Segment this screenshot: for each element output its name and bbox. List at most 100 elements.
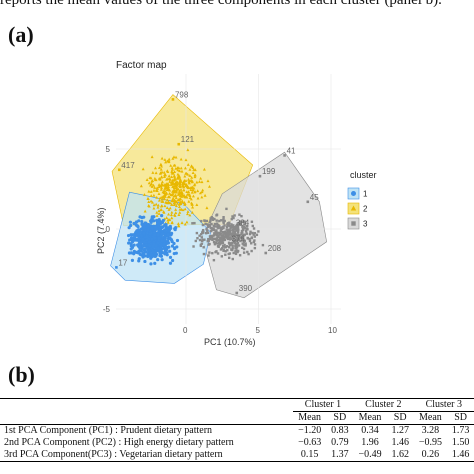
cluster-3-point [252, 227, 256, 230]
cluster-2-point [195, 180, 199, 184]
cell-value: 0.26 [413, 449, 448, 462]
cluster-2-point [162, 210, 166, 214]
cluster-2-point [155, 210, 159, 214]
cluster-2-point [152, 188, 156, 192]
cluster-3-point [238, 220, 242, 223]
cluster-3-point [230, 217, 233, 221]
cluster-2-point [170, 216, 174, 220]
cluster-3-point [240, 236, 243, 239]
cluster-2-point [191, 188, 195, 192]
cluster-3-point [247, 252, 250, 256]
cell-value: 0.79 [331, 437, 349, 448]
cluster-2-point [184, 179, 188, 182]
cluster-3-point [241, 237, 245, 240]
cluster-2-point [174, 211, 178, 215]
labelled-point [258, 174, 262, 178]
cluster-3-point [207, 254, 210, 257]
cluster-3-point [228, 236, 232, 239]
cluster-1-point [145, 246, 149, 250]
cluster-3-point [201, 223, 205, 227]
cluster-2-point [203, 193, 207, 197]
cluster-2-point [163, 204, 167, 208]
cell-value: 0.34 [361, 425, 379, 436]
cluster-2-point [176, 187, 180, 191]
cluster-3-point [201, 228, 205, 232]
cluster-3-point [246, 236, 249, 240]
legend-symbol [350, 205, 357, 211]
cluster-3-point [228, 221, 231, 224]
cluster-2-point [186, 186, 190, 190]
cluster-2-point [159, 208, 163, 212]
cluster-1-point [138, 243, 142, 248]
cluster-2-point [187, 177, 191, 181]
cluster-3-point [192, 245, 195, 248]
cluster-3-point [246, 250, 249, 254]
cluster-1-point [147, 248, 151, 252]
cluster-3-point [233, 214, 236, 217]
cluster-1-point [141, 237, 145, 241]
cluster-2-point [174, 155, 178, 159]
cluster-2-point [186, 148, 190, 152]
cluster-1-point [170, 244, 175, 248]
cluster-2-point [202, 167, 206, 171]
cluster-2-point [157, 212, 161, 215]
cluster-3-point [200, 239, 204, 243]
cluster-3-point [236, 227, 240, 231]
cluster-3-point [232, 216, 235, 220]
cluster-3-point [245, 232, 248, 235]
cluster-3-point [234, 247, 237, 250]
cluster-1-point [163, 229, 167, 233]
cluster-3-point [193, 221, 196, 225]
cluster-2-point [173, 184, 177, 188]
cluster-2-point [183, 166, 187, 170]
cluster-2-point [154, 171, 158, 175]
x-tick-label: 10 [328, 326, 337, 335]
cluster-3-point [236, 225, 240, 228]
cluster-2-point [177, 205, 181, 209]
cell-value: −1.20 [298, 425, 322, 436]
cluster-2-point [181, 184, 185, 188]
intro-text: reports the mean values of the three com… [0, 0, 442, 8]
cluster-3-point [226, 249, 229, 252]
cluster-3-point [203, 219, 206, 222]
cluster-2-point [191, 205, 195, 209]
cluster-3-point [236, 235, 240, 238]
cluster-2-point [167, 177, 171, 181]
cluster-1-point [174, 251, 178, 255]
point-label: 417 [121, 161, 135, 170]
cluster-3-point [213, 232, 216, 235]
cluster-3-point [222, 221, 225, 225]
cluster-3-point [200, 219, 203, 223]
cluster-1-point [158, 253, 162, 258]
cluster-3-point [209, 217, 212, 220]
point-label: 376 [232, 234, 246, 243]
cluster-3-point [211, 251, 214, 255]
cluster-1-point [153, 233, 157, 237]
cluster-3-point [231, 257, 234, 261]
cluster-1-point [147, 254, 152, 258]
cluster-2-point [186, 210, 190, 213]
cluster-2-point [182, 188, 186, 192]
cluster-3-point [232, 251, 235, 255]
cluster-3-point [213, 222, 217, 226]
cluster-2-point [174, 204, 178, 208]
cluster-2-point [154, 178, 158, 182]
cluster-3-point [220, 240, 224, 243]
cluster-2-point [152, 183, 156, 187]
cluster-2-point [176, 198, 180, 202]
point-label: 45 [310, 193, 319, 202]
cluster-3-point [243, 223, 246, 226]
row-name: 2nd PCA Component (PC2) : High energy di… [4, 437, 234, 448]
cluster-2-point [189, 164, 193, 168]
cluster-2-point [188, 213, 192, 217]
subheader-sd: SD [386, 411, 414, 425]
cluster-3-point [218, 233, 222, 236]
y-tick-label: 5 [106, 145, 111, 154]
cluster-2-point [160, 204, 164, 207]
cluster-2-point [152, 206, 156, 210]
cluster-3-point [215, 222, 219, 225]
cell-value: 1.46 [391, 437, 409, 448]
cluster-2-point [178, 184, 182, 188]
cluster-3-point [217, 231, 220, 235]
cluster-3-point [232, 230, 235, 233]
